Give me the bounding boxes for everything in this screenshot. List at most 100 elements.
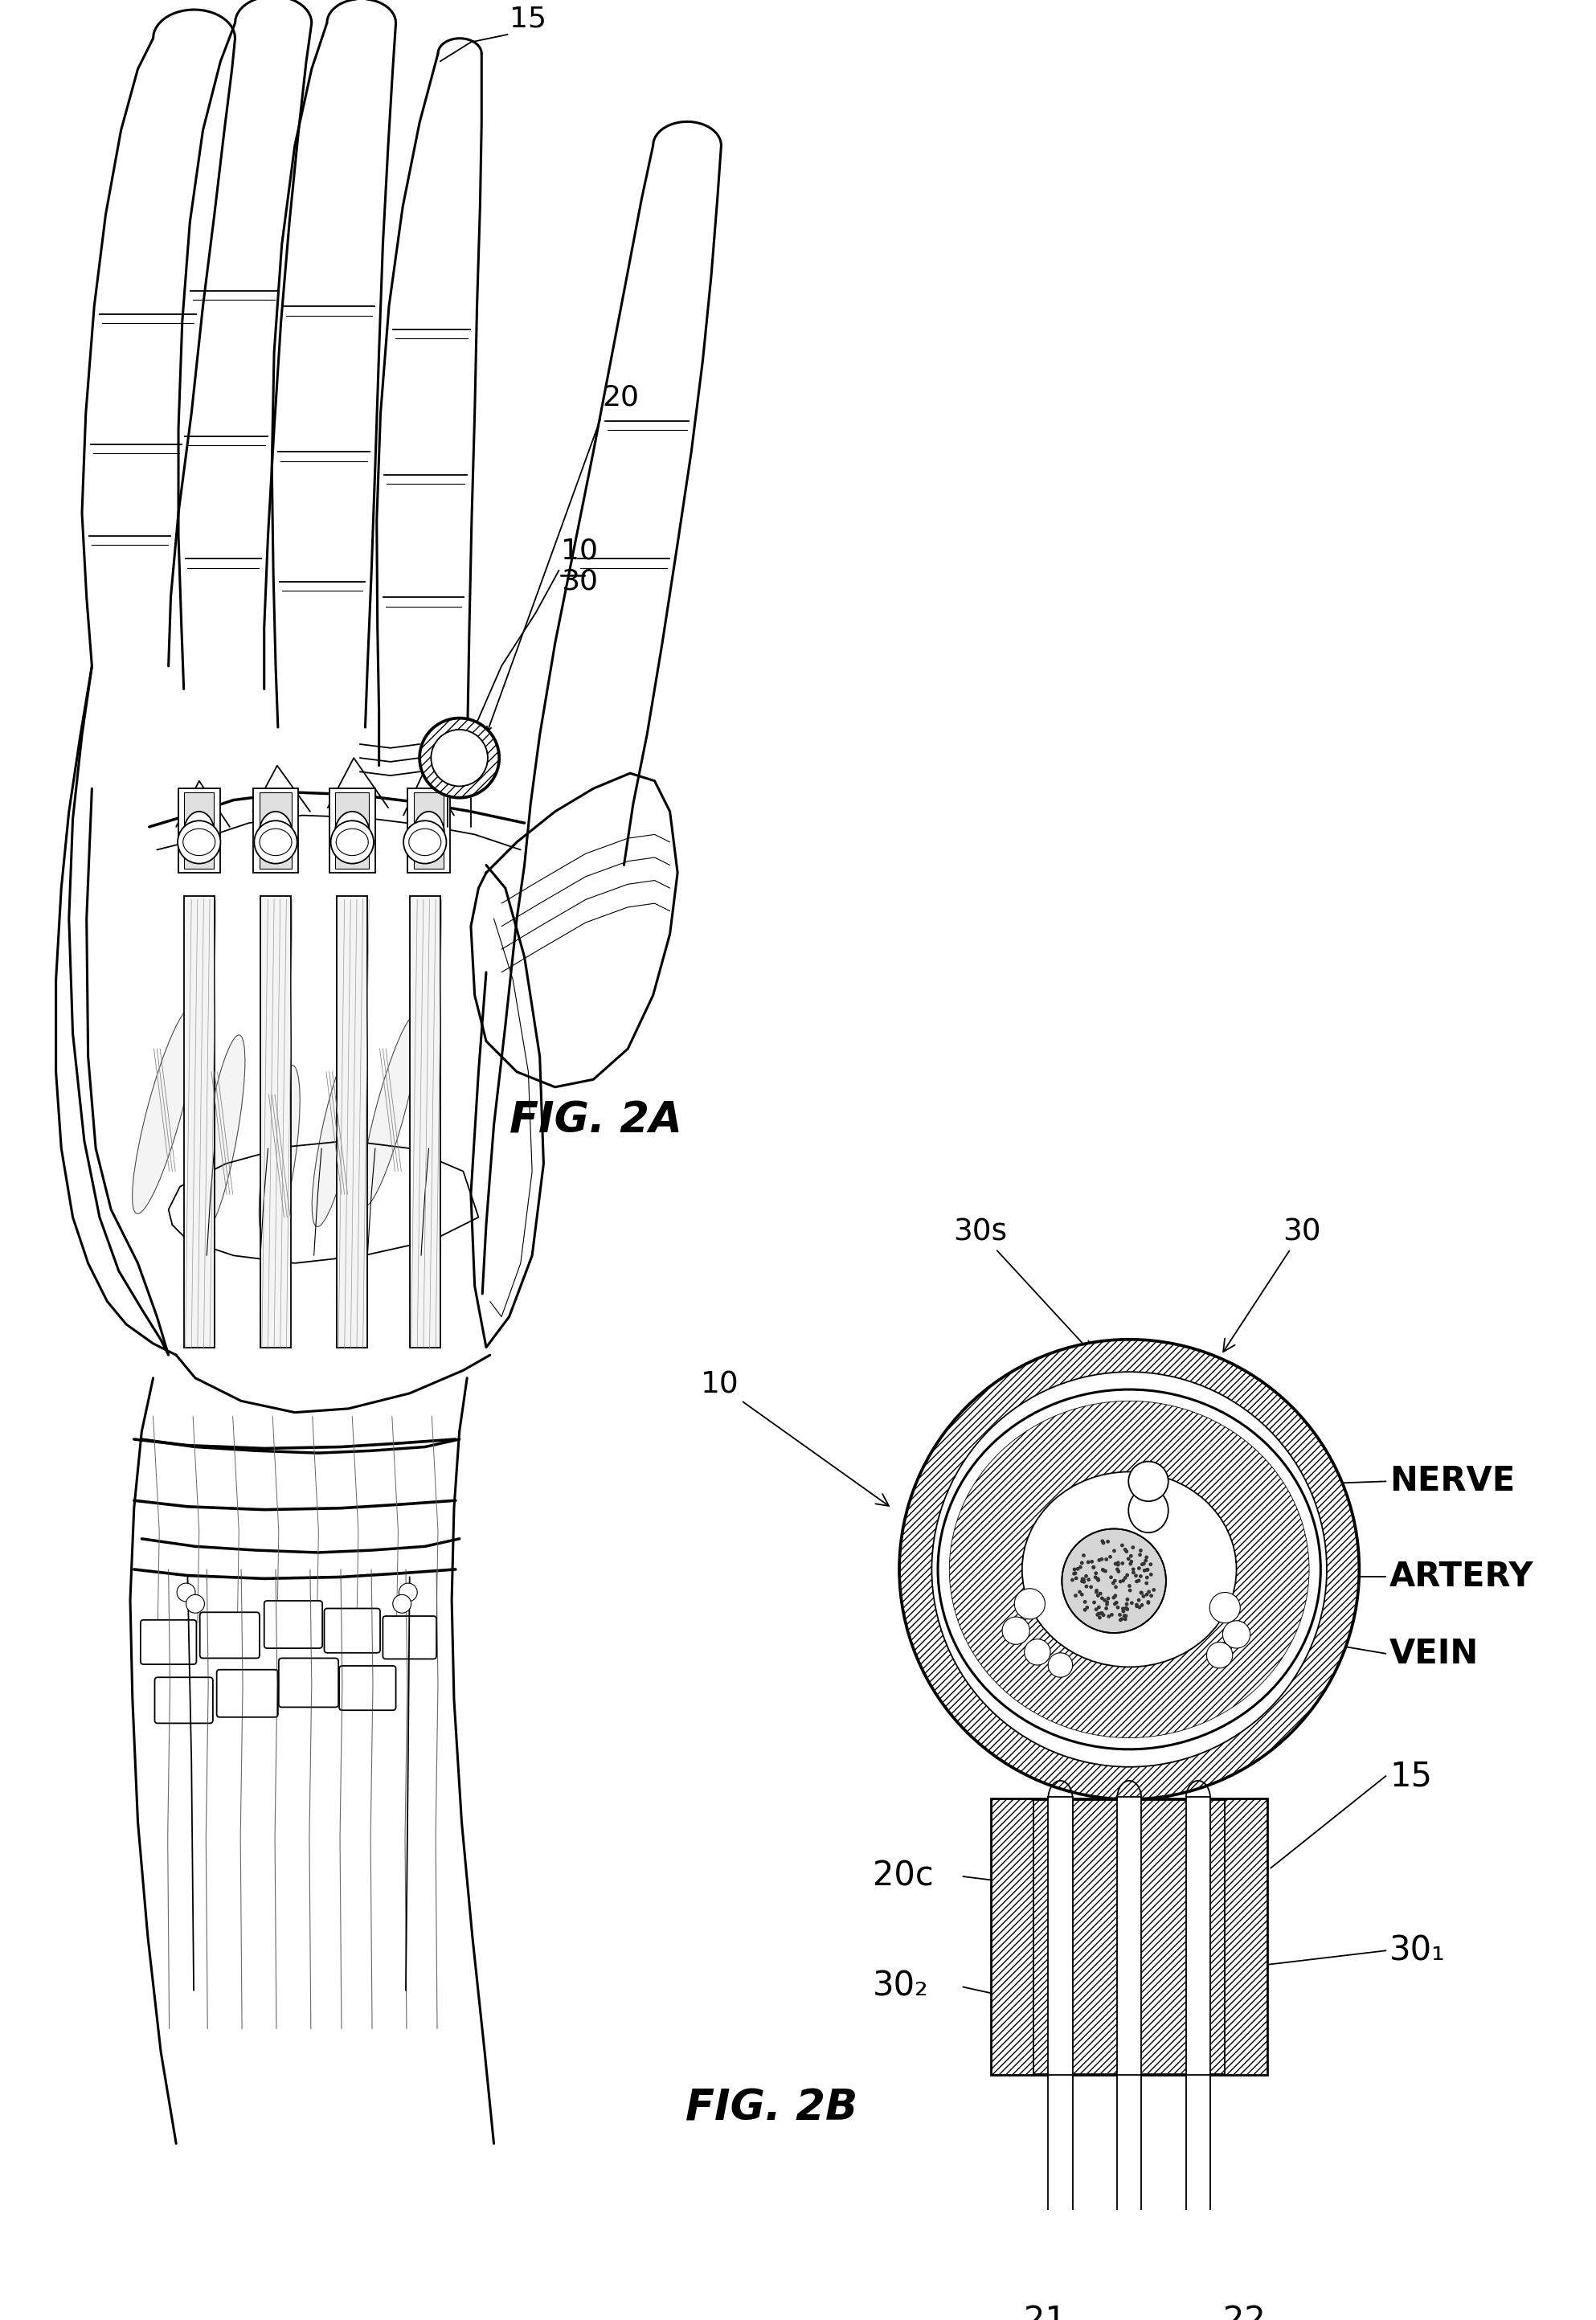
Circle shape [1090,1559,1093,1564]
Text: 30₂: 30₂ [873,1970,929,2004]
Text: NERVE: NERVE [1390,1464,1515,1499]
Circle shape [1117,1612,1122,1617]
Circle shape [1096,1612,1101,1615]
Circle shape [1117,1571,1120,1573]
Circle shape [1125,1550,1128,1554]
Ellipse shape [311,1039,362,1227]
Ellipse shape [413,812,444,858]
Circle shape [1116,1564,1120,1566]
FancyBboxPatch shape [217,1670,278,1717]
Circle shape [1210,1592,1240,1624]
Ellipse shape [361,1014,420,1206]
Text: 15: 15 [509,5,546,32]
Circle shape [1002,1617,1029,1645]
Circle shape [399,1582,417,1601]
Circle shape [1114,1561,1117,1566]
Circle shape [1104,1603,1109,1605]
Circle shape [1135,1580,1138,1582]
Circle shape [1087,1578,1090,1582]
Circle shape [1084,1601,1087,1603]
Circle shape [1104,1557,1108,1561]
Circle shape [1080,1561,1084,1564]
FancyBboxPatch shape [279,1659,338,1708]
Circle shape [1119,1617,1122,1622]
Bar [184,793,214,870]
Circle shape [1025,1638,1050,1666]
FancyBboxPatch shape [340,1666,396,1710]
Circle shape [1080,1592,1084,1596]
Text: 30₁: 30₁ [1390,1935,1446,1967]
Ellipse shape [259,1065,300,1246]
Circle shape [1143,1561,1146,1566]
Circle shape [330,821,373,863]
Circle shape [1095,1589,1098,1594]
Circle shape [1136,1598,1141,1603]
FancyBboxPatch shape [200,1612,260,1659]
Ellipse shape [1021,1471,1237,1668]
Ellipse shape [184,812,215,858]
Circle shape [1143,1568,1146,1573]
Circle shape [1146,1568,1149,1571]
Circle shape [1093,1571,1098,1575]
Circle shape [1125,1573,1128,1578]
Circle shape [1116,1561,1120,1564]
Circle shape [1101,1568,1104,1571]
Text: FIG. 2A: FIG. 2A [509,1100,681,1141]
Bar [260,793,292,870]
Circle shape [1074,1575,1077,1580]
Circle shape [1135,1603,1138,1608]
Circle shape [1125,1603,1128,1605]
Circle shape [1106,1540,1109,1543]
Text: FIG. 2B: FIG. 2B [685,2088,857,2130]
Ellipse shape [335,812,370,858]
Circle shape [404,821,447,863]
Circle shape [1127,1585,1132,1587]
Circle shape [1100,1557,1104,1561]
Circle shape [1095,1589,1098,1592]
Circle shape [1132,1568,1135,1571]
Circle shape [1071,1578,1074,1582]
Circle shape [1135,1605,1140,1608]
Circle shape [254,821,297,863]
Circle shape [1124,1617,1127,1622]
Ellipse shape [200,1035,246,1232]
Circle shape [1140,1547,1143,1552]
FancyBboxPatch shape [265,1601,322,1647]
Circle shape [1149,1561,1152,1566]
Circle shape [1144,1568,1149,1571]
Circle shape [1049,1652,1073,1677]
Circle shape [1130,1559,1133,1564]
Circle shape [1132,1571,1135,1575]
Text: VEIN: VEIN [1390,1636,1479,1670]
Circle shape [1136,1566,1141,1571]
Circle shape [1127,1557,1130,1561]
Bar [1117,1796,1141,2079]
Circle shape [1109,1575,1112,1580]
Circle shape [1114,1601,1119,1605]
Circle shape [1144,1582,1149,1585]
Circle shape [1096,1594,1100,1598]
Bar [254,789,298,872]
Circle shape [1100,1612,1104,1615]
Circle shape [1096,1605,1101,1610]
Ellipse shape [132,1007,196,1213]
Circle shape [1125,1608,1130,1610]
Circle shape [1088,1585,1093,1589]
Circle shape [1124,1615,1128,1617]
Circle shape [1120,1561,1124,1566]
Circle shape [1101,1540,1106,1545]
Bar [1049,1796,1073,2079]
Circle shape [1079,1566,1082,1568]
FancyBboxPatch shape [155,1677,212,1724]
Circle shape [1122,1578,1125,1582]
Circle shape [1128,1462,1168,1501]
Circle shape [1140,1603,1144,1608]
Circle shape [1146,1601,1151,1605]
Circle shape [1128,1589,1132,1592]
Ellipse shape [260,828,292,856]
Bar [991,1798,1034,2074]
Circle shape [1080,1580,1084,1582]
FancyBboxPatch shape [383,1617,436,1659]
Circle shape [1132,1545,1135,1550]
Circle shape [1092,1601,1096,1605]
